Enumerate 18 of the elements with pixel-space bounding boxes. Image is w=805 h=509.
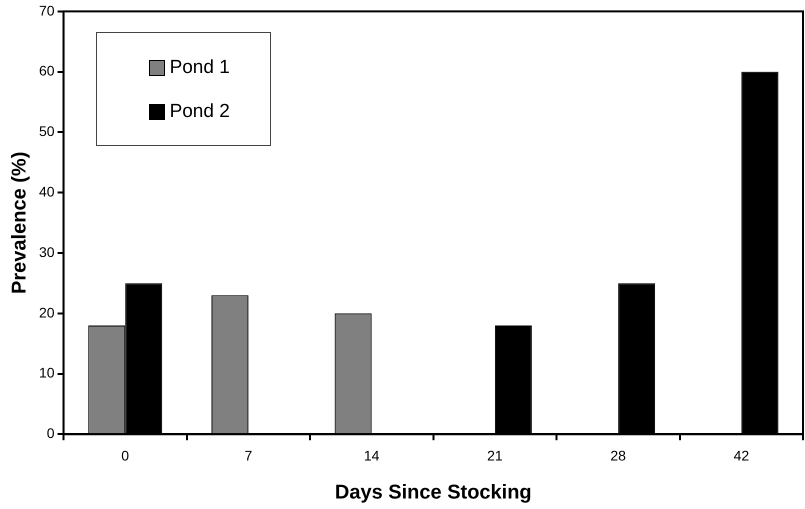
y-tick-label: 50	[38, 123, 55, 140]
y-tick-label: 20	[38, 304, 55, 320]
x-tick-label: 28	[610, 447, 626, 464]
y-tick-label: 30	[38, 244, 55, 260]
y-axis-title: Prevalence (%)	[8, 152, 31, 294]
y-tick-label: 70	[38, 2, 55, 18]
x-tick-label: 21	[487, 447, 503, 464]
y-tick-label: 0	[46, 425, 55, 442]
legend-label: Pond 2	[170, 101, 230, 124]
x-tick-label: 7	[244, 447, 253, 464]
x-tick-label: 42	[734, 447, 750, 464]
x-tick-label: 14	[364, 447, 380, 464]
x-tick-label: 0	[121, 447, 130, 464]
legend-label: Pond 1	[170, 57, 230, 80]
x-axis-title: Days Since Stocking	[334, 482, 532, 504]
y-tick-label: 60	[38, 62, 55, 79]
y-tick-label: 40	[38, 183, 55, 200]
y-tick-label: 10	[38, 364, 55, 381]
